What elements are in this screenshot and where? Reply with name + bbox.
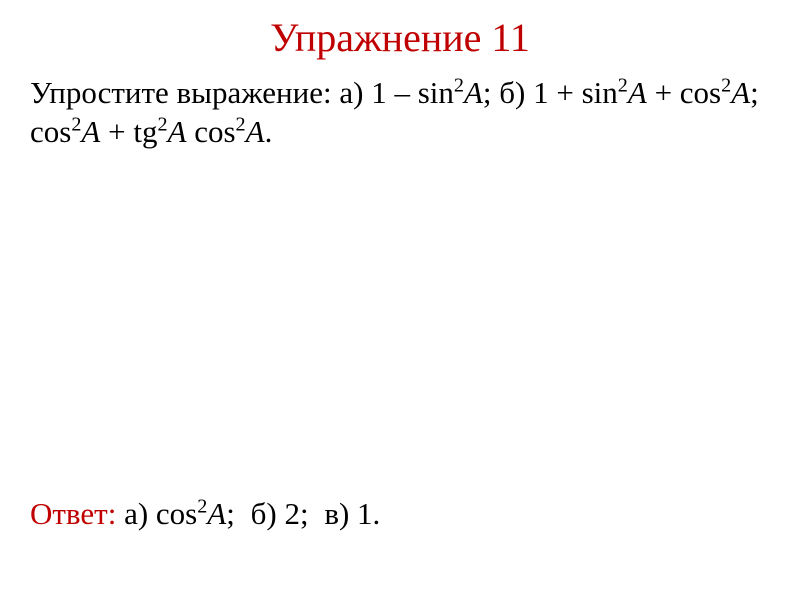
part-a-sup: 2 (454, 75, 464, 97)
part-a-pre: 1 – sin (371, 75, 454, 110)
part-b-1: 1 + sin (533, 75, 618, 110)
answer-label: Ответ: (30, 496, 116, 531)
part-c-var1: A (81, 114, 100, 149)
part-c-plus: + tg (100, 114, 157, 149)
answer-a-sup: 2 (197, 496, 207, 518)
part-a-label: а) (339, 75, 371, 110)
answer-block: Ответ: а) cos2A; б) 2; в) 1. (30, 495, 388, 534)
problem-text: Упростите выражение: а) 1 – sin2A; б) 1 … (30, 74, 770, 152)
sep-1: ; (483, 75, 499, 110)
answer-c: в) 1. (324, 496, 380, 531)
problem-end: . (265, 114, 273, 149)
part-b-sup2: 2 (721, 75, 731, 97)
part-c-cos2: cos (186, 114, 235, 149)
sep-2: ; (750, 75, 759, 110)
part-c-sup1: 2 (71, 113, 81, 135)
answer-b: б) 2; (251, 496, 309, 531)
problem-lead: Упростите выражение: (30, 75, 339, 110)
answer-a-var: A (207, 496, 226, 531)
part-b-label: б) (499, 75, 533, 110)
part-c-cos1: cos (30, 114, 71, 149)
part-b-sup1: 2 (618, 75, 628, 97)
slide: Упражнение 11 Упростите выражение: а) 1 … (0, 0, 800, 600)
exercise-title: Упражнение 11 (30, 16, 770, 60)
part-b-var2: A (731, 75, 750, 110)
part-c-sup2: 2 (157, 113, 167, 135)
part-c-sup3: 2 (236, 113, 246, 135)
answer-a-end: ; (226, 496, 235, 531)
answer-a-pre: а) cos (116, 496, 197, 531)
part-c-var2: A (168, 114, 187, 149)
part-b-cos: cos (680, 75, 721, 110)
part-b-var1: A (628, 75, 647, 110)
part-c-var3: A (246, 114, 265, 149)
part-b-plus: + (647, 75, 680, 110)
part-a-var: A (464, 75, 483, 110)
